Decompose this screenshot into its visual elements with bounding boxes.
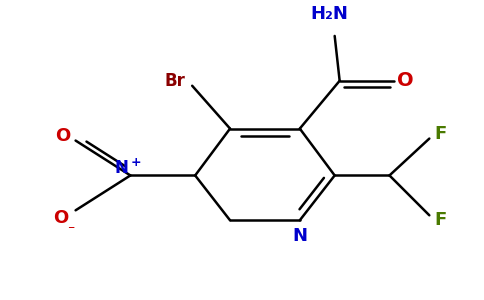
Text: F: F — [434, 124, 447, 142]
Text: F: F — [434, 211, 447, 229]
Text: ⁻: ⁻ — [67, 223, 75, 237]
Text: O: O — [55, 127, 71, 145]
Text: N: N — [115, 160, 128, 178]
Text: H₂N: H₂N — [311, 5, 348, 23]
Text: O: O — [397, 71, 414, 90]
Text: O: O — [53, 209, 69, 227]
Text: +: + — [130, 156, 141, 169]
Text: Br: Br — [165, 72, 185, 90]
Text: N: N — [292, 227, 307, 245]
